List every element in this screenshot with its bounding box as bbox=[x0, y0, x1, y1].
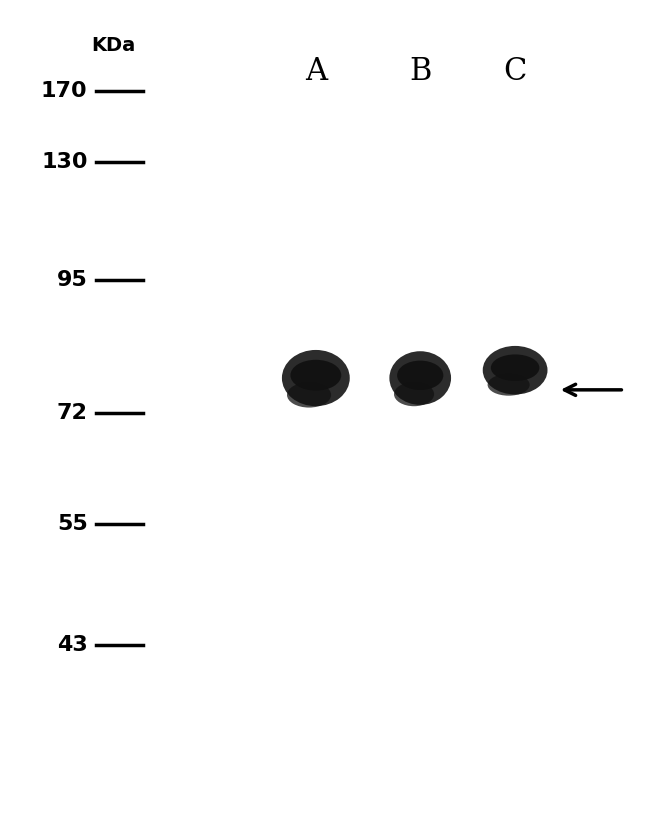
Ellipse shape bbox=[397, 360, 443, 390]
Ellipse shape bbox=[491, 355, 540, 381]
Ellipse shape bbox=[282, 350, 350, 406]
Text: A: A bbox=[305, 56, 327, 87]
Ellipse shape bbox=[483, 346, 547, 395]
Ellipse shape bbox=[287, 382, 331, 408]
Text: 95: 95 bbox=[57, 269, 88, 290]
Ellipse shape bbox=[488, 373, 530, 396]
Ellipse shape bbox=[389, 351, 451, 405]
Text: 43: 43 bbox=[57, 636, 88, 655]
Text: KDa: KDa bbox=[91, 36, 135, 55]
Text: 170: 170 bbox=[41, 81, 88, 101]
Ellipse shape bbox=[394, 382, 434, 406]
Text: 130: 130 bbox=[41, 152, 88, 172]
Text: B: B bbox=[409, 56, 432, 87]
Text: 72: 72 bbox=[57, 404, 88, 423]
Ellipse shape bbox=[291, 360, 341, 391]
Text: 55: 55 bbox=[57, 514, 88, 533]
Text: C: C bbox=[504, 56, 526, 87]
